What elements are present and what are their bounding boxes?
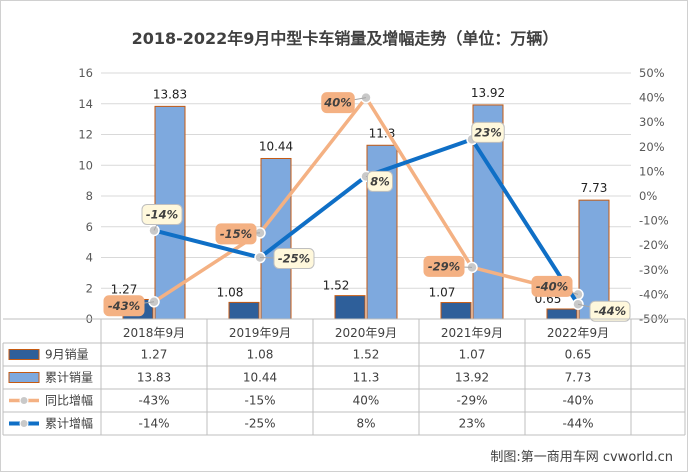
table-cell: -40% (562, 394, 593, 408)
yoy-growth-label: -15% (220, 227, 252, 241)
monthly-sales-bar (228, 301, 260, 320)
monthly-sales-bar (334, 295, 366, 320)
table-cell: 1.07 (459, 348, 486, 362)
table-cell: 7.73 (565, 371, 592, 385)
data-table: 2018年9月 2019年9月 2020年9月 2021年9月 2022年9月 9月销量 1… (2, 318, 686, 436)
cumulative-growth-label: 23% (474, 125, 502, 139)
cumulative-growth-label-box (471, 121, 505, 143)
left-tick-label: 2 (86, 281, 93, 295)
chart-title: 2018-2022年9月中型卡车销量及增幅走势（单位：万辆） (132, 29, 559, 48)
yoy-growth-label-box (103, 295, 145, 317)
cumulative-growth-label: 8% (370, 174, 390, 188)
right-tick-label: -40% (639, 287, 669, 301)
category-label: 2019年9月 (229, 326, 291, 340)
table-cell: 8% (356, 417, 375, 431)
cumulative-sales-label: 13.92 (471, 86, 505, 100)
cumulative-sales-label: 13.83 (153, 87, 187, 101)
cumulative-sales-label: 7.73 (581, 181, 608, 195)
table-cell: -25% (244, 417, 275, 431)
table-cell: -15% (244, 394, 275, 408)
yoy-growth-line (153, 95, 579, 304)
table-cell: 10.44 (243, 371, 277, 385)
left-tick-label: 12 (78, 128, 93, 142)
table-cell: 23% (459, 417, 486, 431)
yoy-growth-label: -43% (108, 299, 140, 313)
yoy-growth-label: -29% (428, 259, 460, 273)
category-label: 2018年9月 (123, 326, 185, 340)
right-tick-label: 30% (639, 115, 665, 129)
monthly-sales-bar (440, 302, 472, 320)
table-cell: 13.83 (137, 371, 171, 385)
legend-cumulative-sales-swatch (8, 372, 40, 383)
table-cell: 0.65 (565, 348, 592, 362)
left-tick-label: 6 (86, 220, 93, 234)
right-tick-label: -30% (639, 263, 669, 277)
legend-label: 累计增幅 (45, 416, 93, 431)
legend-label: 9月销量 (45, 348, 89, 362)
monthly-sales-label: 1.27 (111, 282, 138, 296)
right-tick-label: 10% (639, 164, 665, 178)
right-tick-label: -10% (639, 214, 669, 228)
watermark: 制图:第一商用车网 cvworld.cn (490, 449, 673, 465)
table-cell: -14% (138, 417, 169, 431)
yoy-growth-label-box (215, 223, 257, 245)
category-label: 2022年9月 (547, 326, 609, 340)
cumulative-growth-label: -44% (594, 304, 626, 318)
legend-label: 累计销量 (45, 371, 93, 385)
cumulative-sales-bar (578, 199, 610, 320)
monthly-sales-label: 1.07 (429, 286, 456, 300)
legend-yoy-growth-marker (19, 396, 29, 405)
table-cell: 1.08 (247, 348, 274, 362)
left-tick-label: 4 (86, 251, 93, 265)
table-cell: 11.3 (353, 371, 380, 385)
cumulative-growth-label-box (589, 300, 631, 322)
yoy-growth-label-box (423, 255, 465, 277)
cumulative-growth-label: -14% (146, 207, 178, 221)
cumulative-growth-label-box (141, 203, 183, 225)
table-cell: 1.52 (353, 348, 380, 362)
cumulative-growth-label: -25% (278, 252, 310, 266)
category-label: 2020年9月 (335, 326, 397, 340)
yoy-growth-label-box (321, 92, 355, 114)
left-tick-label: 14 (78, 97, 93, 111)
table-cell: 40% (353, 394, 380, 408)
legend-cumulative-growth-marker (19, 419, 29, 428)
legend-label: 同比增幅 (45, 393, 93, 408)
right-tick-label: 40% (639, 91, 665, 105)
right-tick-label: -20% (639, 238, 669, 252)
table-cell: 13.92 (455, 371, 489, 385)
right-tick-label: 20% (639, 140, 665, 154)
right-tick-label: 0% (639, 189, 657, 203)
right-axis-ticks: -50%-40%-30%-20%-10%0%10%20%30%40%50% (639, 66, 669, 326)
yoy-growth-label: -40% (536, 279, 568, 293)
category-label: 2021年9月 (441, 326, 503, 340)
left-tick-label: 16 (78, 66, 93, 80)
cumulative-growth-label-box (273, 248, 315, 269)
table-cell: -43% (138, 394, 169, 408)
cumulative-sales-label: 10.44 (259, 139, 293, 153)
right-tick-label: 50% (639, 66, 665, 80)
point-labels: -43% -15% 40% -29% -40% -14% -25% 8% 23% -44% (103, 92, 631, 322)
cumulative-growth-label-box (367, 170, 393, 192)
legend-monthly-sales-swatch (8, 349, 40, 360)
monthly-sales-label: 1.52 (323, 279, 350, 293)
lines (148, 91, 584, 310)
yoy-growth-label-box (531, 275, 573, 297)
monthly-sales-bar (546, 308, 578, 320)
table-cell: 1.27 (141, 348, 168, 362)
left-tick-label: 10 (78, 158, 93, 172)
table-cell: -44% (562, 417, 593, 431)
table-cell: -29% (456, 394, 487, 408)
monthly-sales-label: 1.08 (217, 285, 244, 299)
left-tick-label: 8 (86, 189, 93, 203)
yoy-growth-label: 40% (323, 96, 352, 110)
